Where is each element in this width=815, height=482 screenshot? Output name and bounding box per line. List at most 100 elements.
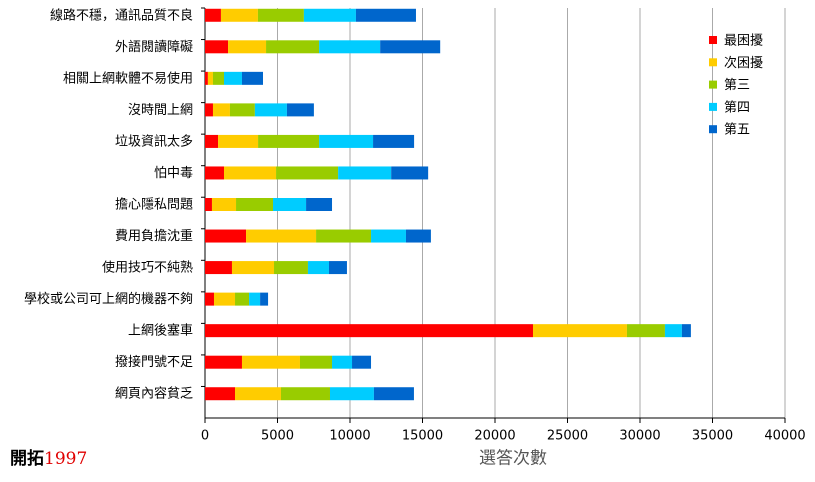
bar-segment bbox=[258, 134, 320, 148]
bar-segment bbox=[205, 166, 224, 180]
y-tick-label: 學校或公司可上網的機器不夠 bbox=[24, 291, 193, 307]
watermark-name: 開拓 bbox=[10, 449, 44, 469]
bar-segment bbox=[303, 8, 356, 22]
x-tick-label: 40000 bbox=[764, 429, 805, 444]
bar-segment bbox=[205, 8, 221, 22]
bar-segment bbox=[276, 166, 339, 180]
x-tick-label: 0 bbox=[201, 429, 209, 444]
bar-segment bbox=[211, 198, 237, 211]
bar-segment bbox=[223, 166, 277, 180]
bar-segment bbox=[241, 355, 300, 369]
bar-segment bbox=[306, 198, 333, 211]
bar-segment bbox=[241, 71, 263, 85]
bar-segment bbox=[373, 134, 415, 148]
bar-segment bbox=[329, 387, 374, 401]
bar-segment bbox=[212, 103, 230, 117]
x-tick-label: 15000 bbox=[402, 429, 443, 444]
y-tick-label: 垃圾資訊太多 bbox=[115, 133, 193, 149]
legend-label: 第三 bbox=[724, 78, 750, 93]
bar-segment bbox=[532, 324, 627, 338]
bar-segment bbox=[328, 261, 347, 275]
bar-segment bbox=[254, 103, 287, 117]
bar-segment bbox=[236, 198, 274, 211]
bar-segment bbox=[249, 292, 261, 306]
bar-segment bbox=[286, 103, 314, 117]
legend-swatch bbox=[709, 58, 717, 67]
bar-segment bbox=[274, 261, 308, 275]
y-tick-label: 上網後塞車 bbox=[128, 323, 193, 339]
y-tick-label: 怕中毒 bbox=[154, 166, 193, 181]
bar-segment bbox=[273, 198, 307, 211]
bar-segment bbox=[205, 198, 212, 211]
bar-segment bbox=[257, 8, 304, 22]
y-tick-label: 外語閱讀障礙 bbox=[115, 39, 193, 55]
bar-segment bbox=[205, 292, 214, 306]
bar-segment bbox=[280, 387, 330, 401]
bar-segment bbox=[391, 166, 429, 180]
y-tick-label: 費用負擔沈重 bbox=[115, 228, 193, 244]
watermark-year: 1997 bbox=[44, 449, 87, 469]
legend-label: 第五 bbox=[724, 123, 750, 138]
bar-segment bbox=[371, 229, 406, 243]
bar-segment bbox=[260, 292, 269, 306]
bar-segment bbox=[307, 261, 329, 275]
watermark: 開拓1997 bbox=[10, 449, 87, 469]
bar-segment bbox=[205, 261, 232, 275]
y-tick-label: 線路不穩，通訊品質不良 bbox=[50, 7, 193, 23]
y-tick-label: 沒時間上網 bbox=[128, 103, 193, 118]
legend-swatch bbox=[709, 125, 717, 134]
bar-segment bbox=[220, 8, 258, 22]
bar-segment bbox=[235, 292, 250, 306]
bar-segment bbox=[205, 71, 208, 85]
y-tick-label: 相關上網軟體不易使用 bbox=[63, 70, 193, 86]
bar-segment bbox=[338, 166, 392, 180]
x-tick-label: 10000 bbox=[329, 429, 370, 444]
bar-segment bbox=[218, 134, 259, 148]
x-tick-label: 35000 bbox=[692, 429, 733, 444]
x-axis-label: 選答次數 bbox=[479, 449, 547, 469]
legend-swatch bbox=[709, 102, 717, 111]
bar-segment bbox=[373, 387, 414, 401]
legend-label: 次困擾 bbox=[724, 55, 763, 71]
bar-segment bbox=[319, 134, 374, 148]
y-tick-label: 網頁內容貧乏 bbox=[115, 386, 193, 402]
bar-segment bbox=[205, 387, 236, 401]
bar-segment bbox=[235, 387, 281, 401]
legend-label: 最困擾 bbox=[724, 33, 763, 49]
bar-segment bbox=[266, 40, 320, 54]
bar-segment bbox=[205, 229, 247, 243]
bar-segment bbox=[319, 40, 381, 54]
bar-segment bbox=[316, 229, 372, 243]
legend-swatch bbox=[709, 80, 717, 89]
bar-segment bbox=[626, 324, 665, 338]
y-tick-label: 擔心隱私問題 bbox=[115, 198, 193, 213]
bar-segment bbox=[228, 40, 267, 54]
bar-segment bbox=[205, 324, 533, 338]
bar-segment bbox=[205, 134, 219, 148]
legend-label: 第四 bbox=[724, 100, 750, 115]
x-tick-label: 30000 bbox=[619, 429, 660, 444]
bar-segment bbox=[229, 103, 255, 117]
bar-segment bbox=[681, 324, 691, 338]
bar-segment bbox=[332, 355, 353, 369]
bar-segment bbox=[664, 324, 682, 338]
legend-swatch bbox=[709, 36, 717, 44]
y-tick-label: 撥接門號不足 bbox=[115, 354, 193, 370]
bar-segment bbox=[231, 261, 275, 275]
x-tick-label: 5000 bbox=[261, 429, 294, 444]
bar-segment bbox=[299, 355, 333, 369]
bar-segment bbox=[352, 355, 372, 369]
bar-segment bbox=[205, 40, 229, 54]
x-tick-label: 25000 bbox=[547, 429, 588, 444]
bar-segment bbox=[223, 71, 242, 85]
bar-segment bbox=[205, 103, 213, 117]
bar-segment bbox=[213, 292, 236, 306]
bar-segment bbox=[205, 355, 242, 369]
bar-segment bbox=[355, 8, 416, 22]
bar-segment bbox=[246, 229, 317, 243]
bar-segment bbox=[405, 229, 431, 243]
bar-segment bbox=[380, 40, 441, 54]
bar-segment bbox=[207, 71, 213, 85]
y-tick-label: 使用技巧不純熟 bbox=[102, 260, 193, 276]
